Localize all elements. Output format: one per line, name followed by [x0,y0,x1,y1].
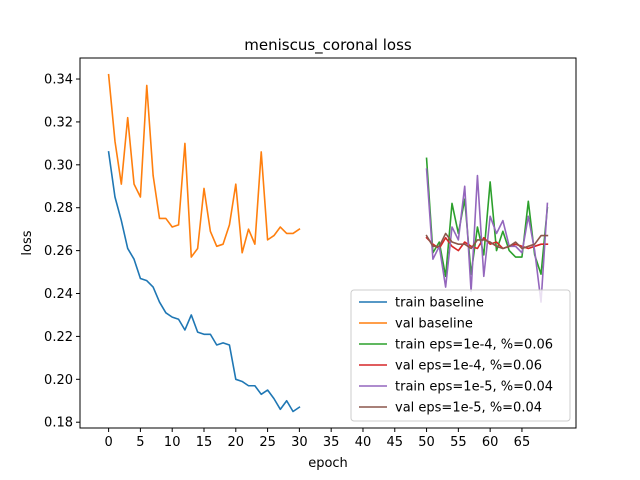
legend-label-4: train eps=1e-5, %=0.04 [395,380,553,395]
x-tick-label: 60 [482,435,499,450]
x-tick-label: 50 [418,435,435,450]
legend-box [350,289,571,422]
x-tick-label: 25 [259,435,276,450]
y-tick-label: 0.20 [44,373,73,388]
series-line-1 [107,73,301,258]
series-line-0 [107,151,301,413]
y-tick-label: 0.18 [44,416,73,431]
x-axis: 0 5 10 15 20 25 30 35 40 45 50 55 60 65 [104,428,530,450]
series-line-2 [425,157,549,278]
legend: train baseline val baseline train eps=1e-4… [350,289,571,422]
x-tick-label: 45 [386,435,403,450]
x-tick-label: 20 [228,435,245,450]
x-tick-label: 40 [355,435,372,450]
axes-frame [79,57,577,429]
legend-label-3: val eps=1e-4, %=0.06 [395,359,542,374]
y-tick-label: 0.34 [44,73,73,88]
x-tick-label: 10 [164,435,181,450]
y-tick-label: 0.26 [44,244,73,259]
series-line-5 [425,232,549,250]
y-tick-label: 0.28 [44,201,73,216]
y-tick-label: 0.32 [44,115,73,130]
plot-area [107,73,549,413]
y-tick-label: 0.22 [44,330,73,345]
y-tick-label: 0.24 [44,287,73,302]
chart-title: meniscus_coronal loss [244,36,412,55]
legend-label-1: val baseline [395,317,473,332]
y-axis-label: loss [20,230,35,255]
y-tick-label: 0.30 [44,158,73,173]
y-axis: 0.18 0.20 0.22 0.24 0.26 0.28 0.30 0.32 0.34 [44,73,80,431]
x-tick-label: 5 [136,435,144,450]
x-tick-label: 30 [291,435,308,450]
series-line-4 [425,168,549,303]
x-tick-label: 15 [196,435,213,450]
x-tick-label: 35 [323,435,340,450]
x-axis-label: epoch [308,456,348,471]
legend-label-5: val eps=1e-5, %=0.04 [395,401,542,416]
x-tick-label: 55 [450,435,467,450]
x-tick-label: 0 [104,435,112,450]
legend-label-2: train eps=1e-4, %=0.06 [395,338,553,353]
x-tick-label: 65 [514,435,531,450]
legend-label-0: train baseline [395,296,484,311]
